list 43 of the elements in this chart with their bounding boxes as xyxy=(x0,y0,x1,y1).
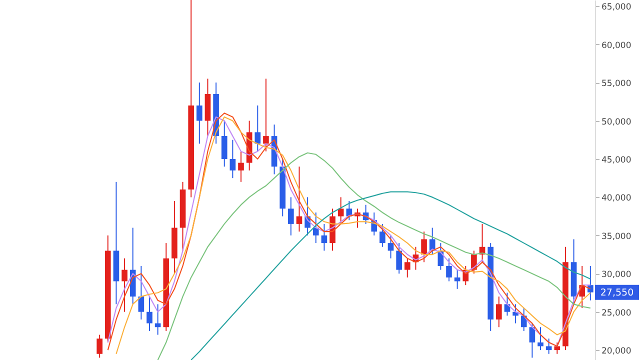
candlestick xyxy=(421,231,427,263)
text: 27,550 xyxy=(600,287,634,298)
candlestick xyxy=(138,265,144,320)
candlestick xyxy=(446,258,452,282)
y-tick-label: 40,000 xyxy=(602,194,632,204)
candlestick xyxy=(230,139,236,179)
candlestick xyxy=(529,322,536,358)
candlestick xyxy=(520,308,527,332)
y-tick-label: 55,000 xyxy=(602,79,632,90)
line-series xyxy=(190,191,591,360)
candlestick xyxy=(288,196,294,236)
candlestick xyxy=(346,200,352,221)
candlestick xyxy=(546,338,552,354)
y-tick-label: 65,000 xyxy=(602,2,632,13)
y-tick-label: 50,000 xyxy=(602,117,632,128)
candlestick xyxy=(238,150,244,182)
candlestick xyxy=(538,326,544,351)
candlestick xyxy=(96,334,102,358)
candlestick xyxy=(554,342,560,354)
candlestick xyxy=(221,120,228,168)
candlestick xyxy=(196,82,202,144)
candlestick xyxy=(146,296,152,332)
y-tick-label: 35,000 xyxy=(602,232,632,242)
candlestick xyxy=(312,212,319,244)
y-tick-label: 60,000 xyxy=(602,40,632,51)
y-tick-label: 30,000 xyxy=(602,270,632,280)
y-tick-label: 45,000 xyxy=(602,155,632,166)
candlestick xyxy=(263,78,269,152)
y-tick-label: 20,000 xyxy=(602,346,632,357)
candlestick xyxy=(404,258,410,278)
candlestick xyxy=(380,223,386,248)
candlestick xyxy=(321,223,328,252)
candlestick xyxy=(296,166,302,232)
candlestick xyxy=(254,104,261,152)
line-series xyxy=(157,152,591,360)
candlestick xyxy=(396,242,402,274)
candlestick xyxy=(388,234,394,259)
candlestick xyxy=(429,227,436,256)
candlestick xyxy=(122,258,128,312)
candlestick xyxy=(454,269,460,290)
candlestick xyxy=(338,196,344,224)
y-tick-label: 25,000 xyxy=(602,308,632,318)
candlestick xyxy=(496,296,502,328)
